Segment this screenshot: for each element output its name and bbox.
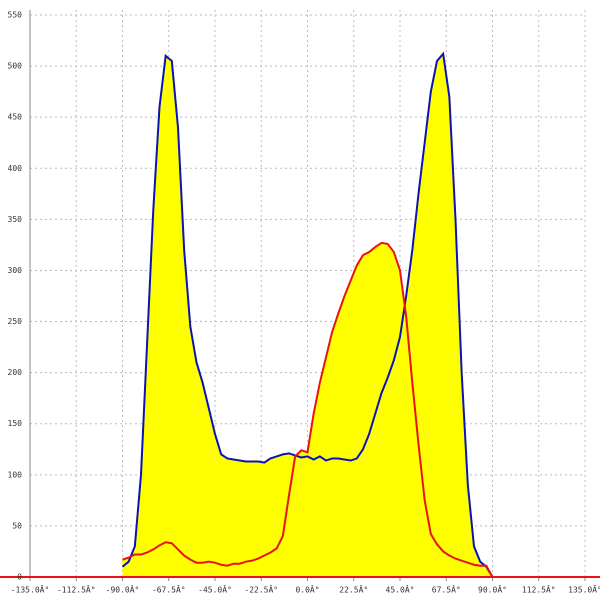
x-tick-label: 67.5Â° [432,584,461,595]
areas [122,53,493,577]
x-tick-label: 112.5Â° [522,584,556,595]
y-tick-label: 250 [8,317,23,326]
y-tick-label: 450 [8,113,23,122]
x-tick-label: 135.0Â° [568,584,600,595]
x-tick-label: 90.0Â° [478,584,507,595]
x-tick-label: -90.0Â° [106,584,140,595]
x-tick-label: -112.5Â° [57,584,96,595]
y-tick-label: 100 [8,470,23,479]
y-tick-label: 350 [8,215,23,224]
x-tick-label: 0.0Â° [295,584,319,595]
line [122,241,494,578]
x-tick-label: 45.0Â° [386,584,415,595]
x-tick-label: -135.0Â° [11,584,50,595]
y-tick-label: 0 [17,573,22,582]
lines [121,51,494,578]
area [122,242,493,577]
x-tick-label: -45.0Â° [198,584,232,595]
y-tick-label: 500 [8,62,23,71]
x-tick-label: 22.5Â° [339,584,368,595]
y-tick-label: 550 [8,11,23,20]
y-tick-label: 50 [12,521,22,530]
line [121,51,494,578]
x-tick-label: -22.5Â° [244,584,278,595]
x-tick-label: -67.5Â° [152,584,186,595]
y-tick-label: 150 [8,419,23,428]
y-tick-label: 200 [8,368,23,377]
labels: 0 50 100 150 200 250 300 350 400 450 500 550 -135.0Â… [8,11,600,595]
y-tick-label: 400 [8,164,23,173]
y-tick-label: 300 [8,266,23,275]
